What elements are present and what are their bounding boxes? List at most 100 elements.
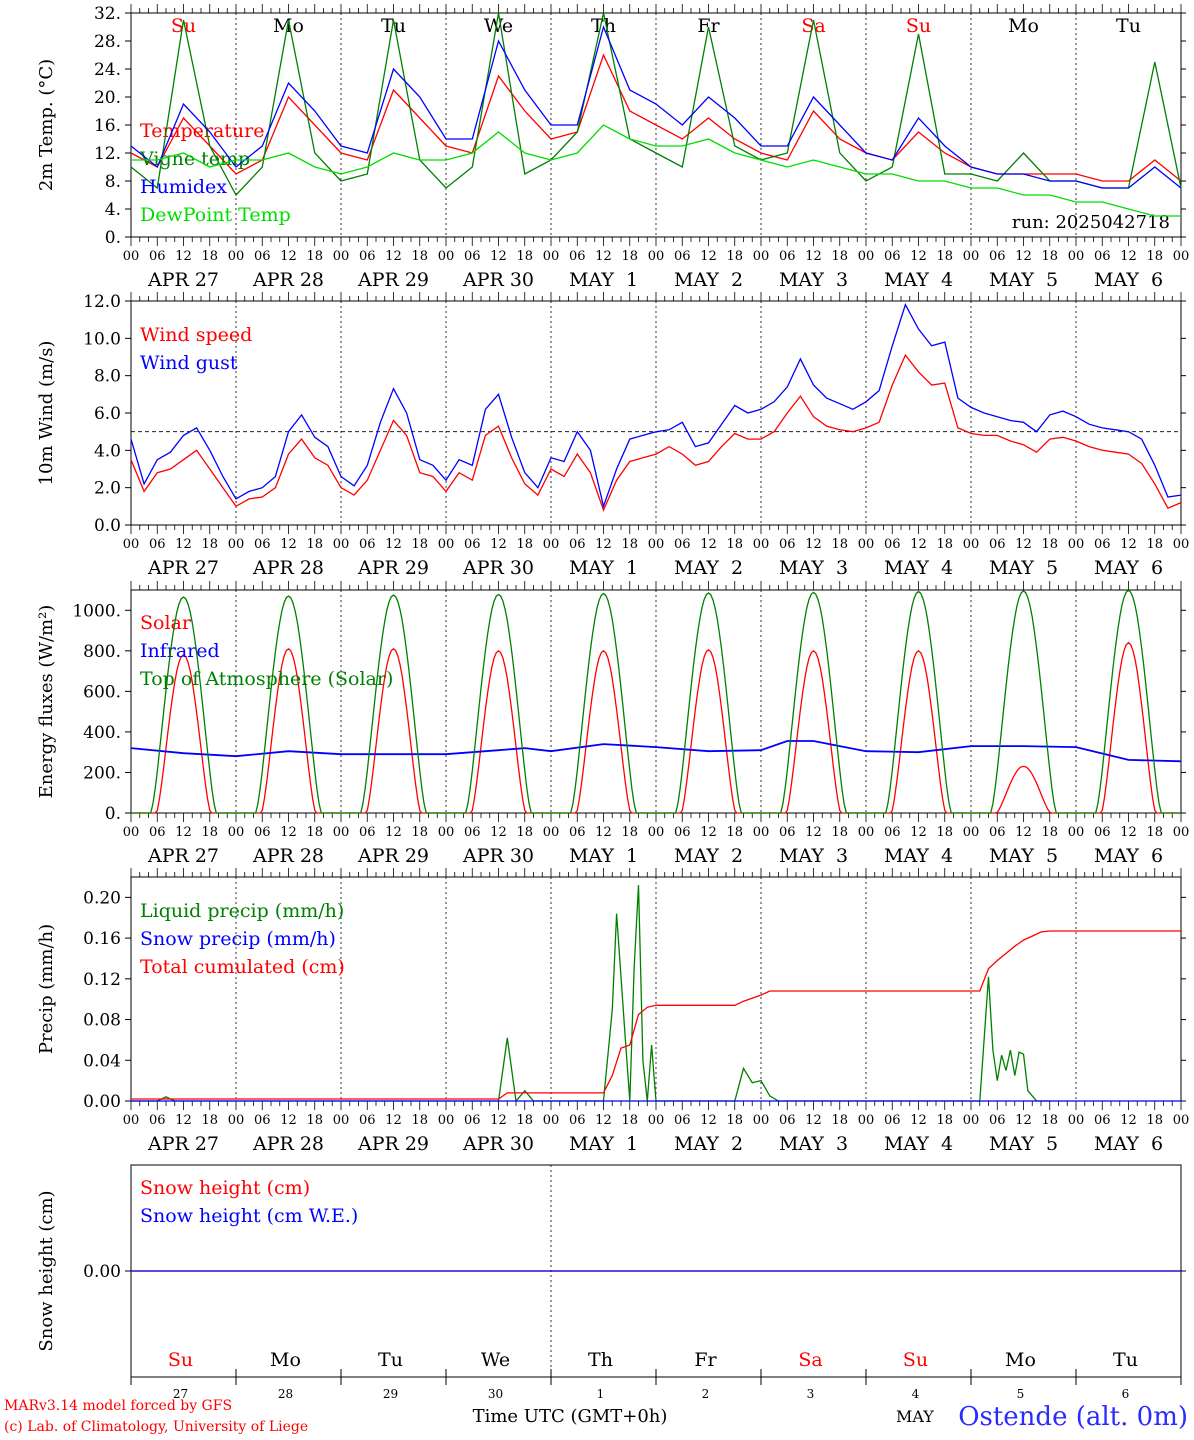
day-number: 4	[912, 1387, 920, 1401]
hour-tick-label: 00	[1068, 825, 1085, 840]
hour-tick-label: 06	[569, 825, 586, 840]
hour-tick-label: 06	[254, 1113, 271, 1128]
hour-tick-label: 12	[1015, 537, 1032, 552]
hour-tick-label: 00	[228, 249, 245, 264]
date-label: MAY 4	[884, 845, 953, 867]
hour-tick-label: 00	[228, 1113, 245, 1128]
weekday-label: Su	[903, 1349, 928, 1371]
legend-humidex: Humidex	[140, 176, 227, 198]
weekday-label: Su	[906, 15, 931, 37]
hour-tick-label: 12	[700, 249, 717, 264]
hour-tick-label: 18	[936, 249, 953, 264]
station-title: Ostende (alt. 0m)	[958, 1402, 1188, 1432]
hour-tick-label: 00	[648, 825, 665, 840]
hour-tick-label: 06	[779, 1113, 796, 1128]
hour-tick-label: 18	[306, 825, 323, 840]
date-label: MAY 4	[884, 1133, 953, 1155]
hour-tick-label: 06	[884, 249, 901, 264]
y-axis-title: 2m Temp. (°C)	[36, 59, 57, 191]
hour-tick-label: 00	[963, 1113, 980, 1128]
hour-tick-label: 18	[516, 1113, 533, 1128]
hour-tick-label: 12	[595, 825, 612, 840]
hour-tick-label: 18	[411, 249, 428, 264]
hour-tick-label: 00	[1068, 1113, 1085, 1128]
y-axis-title: Energy fluxes (W/m²)	[36, 605, 57, 799]
legend-snow-precip-mm-h: Snow precip (mm/h)	[140, 928, 336, 950]
lab-credit: (c) Lab. of Climatology, University of L…	[4, 1419, 309, 1435]
hour-tick-label: 12	[910, 537, 927, 552]
hour-tick-label: 00	[123, 537, 140, 552]
hour-tick-label: 12	[175, 825, 192, 840]
hour-tick-label: 18	[936, 1113, 953, 1128]
y-tick-label: 8.	[105, 172, 121, 192]
hour-tick-label: 06	[989, 1113, 1006, 1128]
hour-tick-label: 06	[989, 249, 1006, 264]
hour-tick-label: 00	[333, 825, 350, 840]
hour-tick-label: 12	[280, 1113, 297, 1128]
hour-tick-label: 06	[359, 537, 376, 552]
day-number: 3	[807, 1387, 815, 1401]
date-label: MAY 5	[989, 1133, 1058, 1155]
date-label: MAY 5	[989, 269, 1058, 291]
hour-tick-label: 12	[805, 1113, 822, 1128]
hour-tick-label: 18	[726, 249, 743, 264]
date-label: MAY 2	[674, 1133, 743, 1155]
date-label: APR 27	[147, 269, 219, 291]
hour-tick-label: 00	[753, 537, 770, 552]
legend-wind-speed: Wind speed	[140, 324, 252, 346]
hour-tick-label: 12	[490, 825, 507, 840]
hour-tick-label: 00	[543, 1113, 560, 1128]
date-label: MAY 1	[569, 269, 638, 291]
day-number: 2	[702, 1387, 710, 1401]
hour-tick-label: 18	[621, 1113, 638, 1128]
series-wind-gust	[130, 303, 1182, 509]
date-label: APR 27	[147, 557, 219, 579]
y-tick-label: 400.	[83, 723, 121, 743]
weekday-label: Tu	[378, 1349, 403, 1371]
hour-tick-label: 06	[464, 1113, 481, 1128]
hour-tick-label: 06	[779, 825, 796, 840]
hour-tick-label: 06	[884, 1113, 901, 1128]
y-tick-label: 0.0	[94, 516, 121, 536]
hour-tick-label: 00	[648, 1113, 665, 1128]
hour-tick-label: 06	[359, 249, 376, 264]
weekday-label: Sa	[801, 15, 825, 37]
hour-tick-label: 12	[910, 249, 927, 264]
hour-tick-label: 00	[543, 249, 560, 264]
date-label: APR 27	[147, 1133, 219, 1155]
date-label: MAY 4	[884, 269, 953, 291]
y-tick-label: 24.	[94, 60, 121, 80]
hour-tick-label: 00	[123, 825, 140, 840]
hour-tick-label: 00	[123, 249, 140, 264]
hour-tick-label: 00	[963, 825, 980, 840]
day-number: 30	[488, 1387, 503, 1401]
hour-tick-label: 18	[726, 825, 743, 840]
series-vigne-temp	[130, 12, 1182, 197]
weekday-label: Fr	[697, 15, 720, 37]
weekday-label: We	[481, 1349, 510, 1371]
hour-tick-label: 18	[831, 1113, 848, 1128]
date-label: MAY 5	[989, 557, 1058, 579]
date-label: APR 28	[252, 557, 324, 579]
date-label: MAY 2	[674, 269, 743, 291]
weekday-label: Tu	[1116, 15, 1141, 37]
date-label: APR 29	[357, 1133, 429, 1155]
y-tick-label: 0.12	[83, 970, 121, 990]
hour-tick-label: 06	[569, 537, 586, 552]
hour-tick-label: 00	[228, 825, 245, 840]
legend-snow-height-cm: Snow height (cm)	[140, 1177, 310, 1199]
hour-tick-label: 12	[175, 249, 192, 264]
hour-tick-label: 18	[201, 537, 218, 552]
hour-tick-label: 00	[333, 1113, 350, 1128]
y-tick-label: 0.00	[83, 1262, 121, 1282]
hour-tick-label: 18	[831, 249, 848, 264]
weekday-label: Mo	[1008, 15, 1039, 37]
y-tick-label: 0.	[105, 804, 121, 824]
hour-tick-label: 06	[779, 537, 796, 552]
hour-tick-label: 06	[1094, 825, 1111, 840]
day-number: 28	[278, 1387, 293, 1401]
hour-tick-label: 06	[884, 825, 901, 840]
y-tick-label: 4.	[105, 200, 121, 220]
hour-tick-label: 12	[1120, 537, 1137, 552]
